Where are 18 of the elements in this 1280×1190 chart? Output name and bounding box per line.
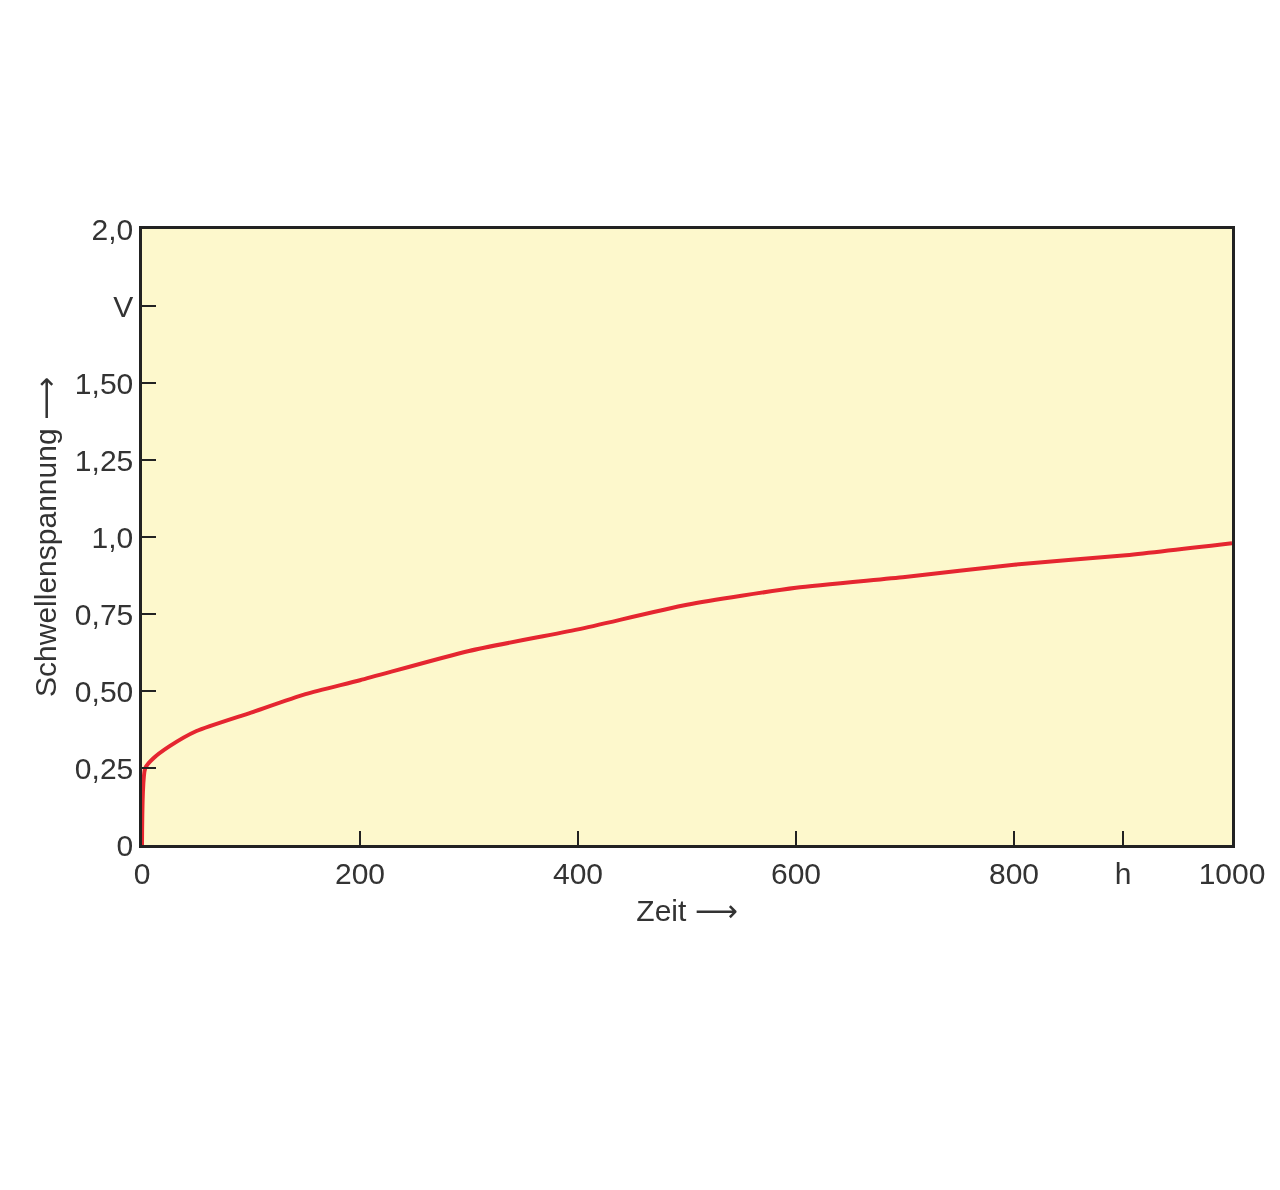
x-axis-title: Zeit ⟶ — [636, 894, 738, 928]
y-tick-label: 1,25 — [74, 443, 134, 477]
y-tick-label: 0 — [116, 828, 134, 862]
x-tick-label: 1000 — [1198, 856, 1266, 890]
y-tick-label: 0,50 — [74, 674, 134, 708]
x-tick-label: 800 — [988, 856, 1040, 890]
x-tick-label: 600 — [770, 856, 822, 890]
y-tick-label: 1,50 — [74, 366, 134, 400]
x-tick-label: 200 — [334, 856, 386, 890]
y-tick-label: 0,25 — [74, 751, 134, 785]
y-axis-title: Schwellenspannung ⟶ — [28, 377, 62, 697]
x-tick-label: h — [1114, 856, 1132, 890]
y-tick-label: 2,0 — [91, 212, 134, 246]
x-tick-label: 400 — [552, 856, 604, 890]
y-tick-label: V — [113, 289, 134, 323]
y-tick-label: 1,0 — [91, 520, 134, 554]
line-series — [142, 541, 1232, 845]
y-tick-label: 0,75 — [74, 597, 134, 631]
